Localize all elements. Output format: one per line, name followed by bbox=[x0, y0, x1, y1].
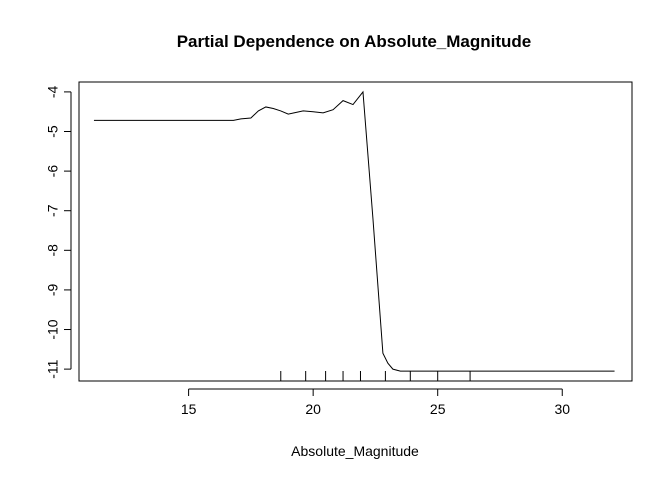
rug-marks bbox=[280, 371, 471, 381]
y-tick-label: -11 bbox=[45, 359, 61, 378]
plot-frame bbox=[78, 81, 633, 382]
x-axis-label: Absolute_Magnitude bbox=[291, 443, 419, 459]
y-tick-label: -7 bbox=[45, 204, 61, 217]
x-tick-label: 15 bbox=[181, 401, 197, 417]
x-tick-label: 30 bbox=[554, 401, 570, 417]
y-tick-label: -4 bbox=[45, 85, 61, 98]
y-axis: -4 -5 -6 -7 -8 -9 -10 -11 bbox=[45, 85, 72, 379]
partial-dependence-line bbox=[93, 90, 615, 372]
y-tick-label: -6 bbox=[45, 165, 61, 178]
x-axis: 15 20 25 30 bbox=[181, 388, 570, 417]
y-tick-label: -9 bbox=[45, 283, 61, 296]
x-tick-label: 20 bbox=[305, 401, 321, 417]
chart-title: Partial Dependence on Absolute_Magnitude bbox=[177, 32, 532, 51]
y-tick-label: -5 bbox=[45, 125, 61, 138]
y-tick-label: -8 bbox=[45, 244, 61, 257]
y-tick-label: -10 bbox=[45, 319, 61, 339]
x-tick-label: 25 bbox=[430, 401, 446, 417]
